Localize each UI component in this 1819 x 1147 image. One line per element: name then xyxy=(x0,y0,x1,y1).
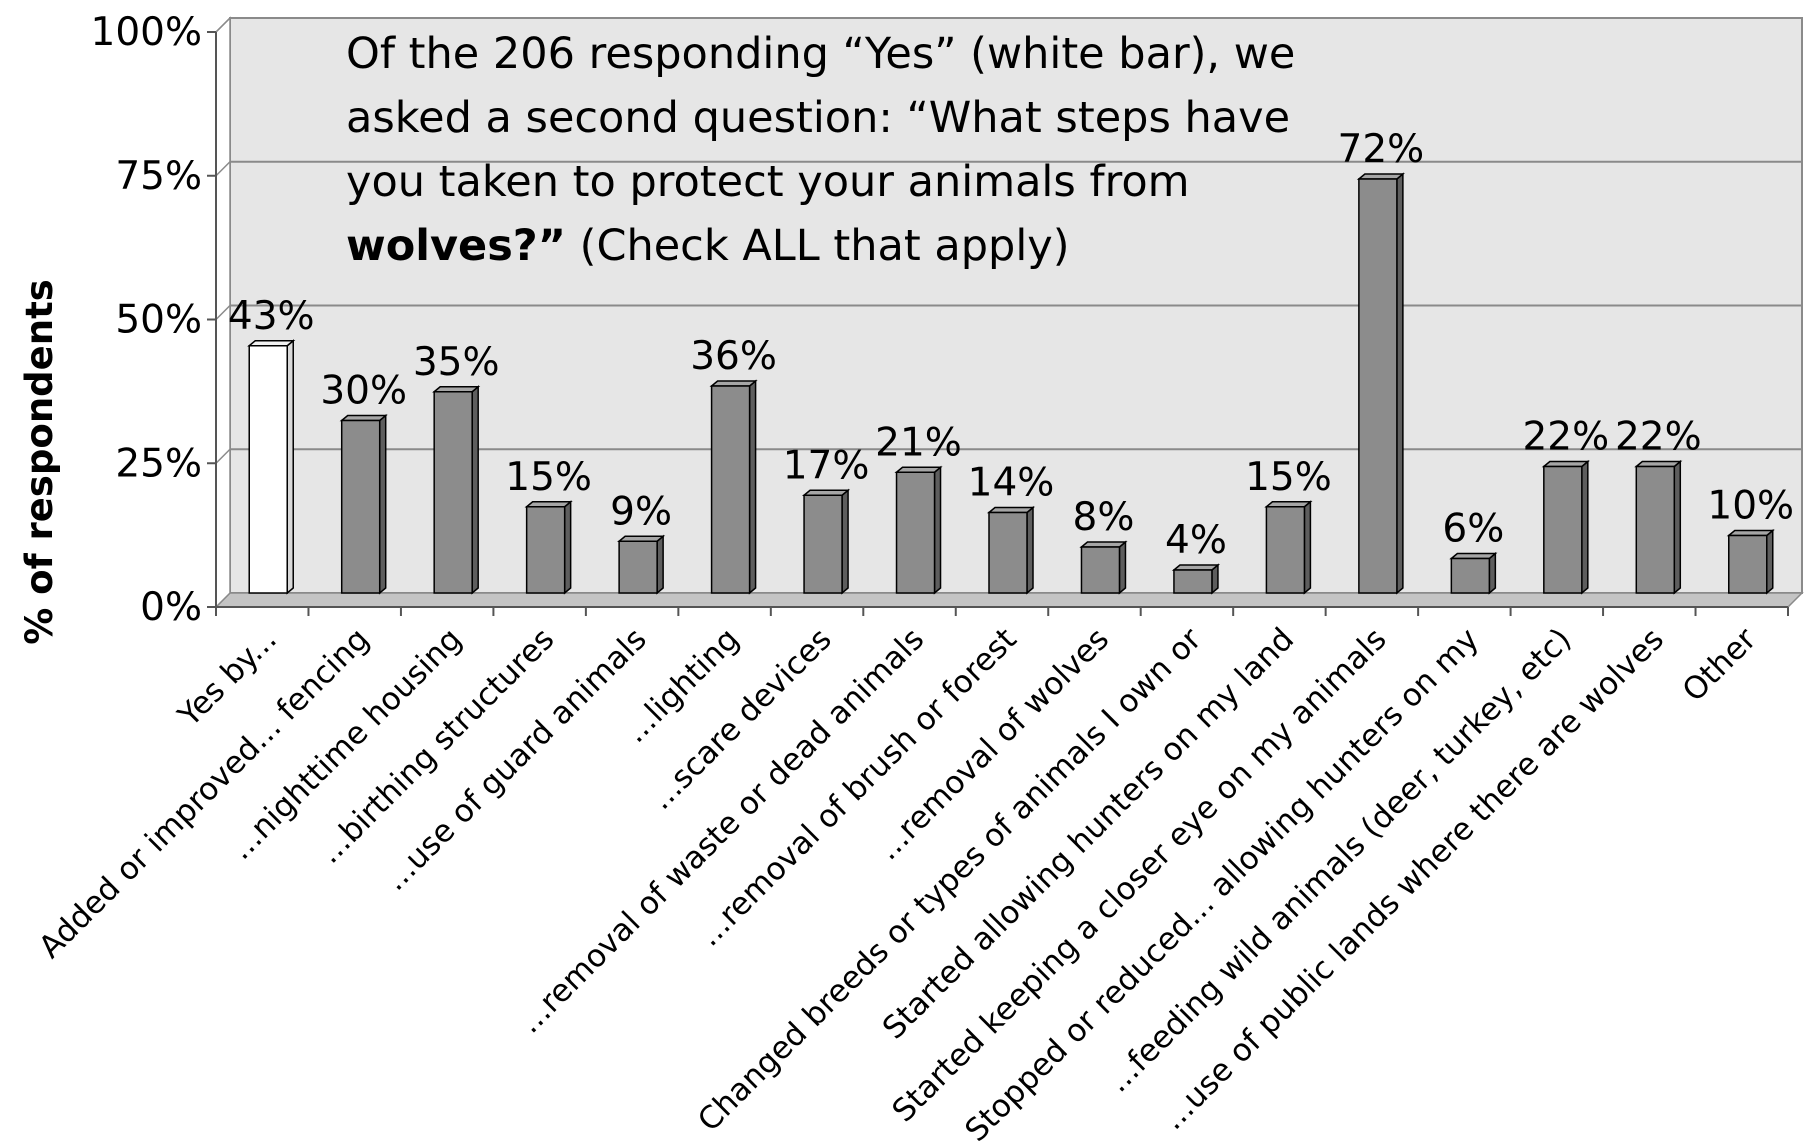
data-label: 72% xyxy=(1338,127,1425,172)
bar-front xyxy=(1450,557,1491,594)
annotation-segment: (Check ALL that apply) xyxy=(566,221,1070,271)
bar-front xyxy=(803,494,843,594)
bar-front xyxy=(1265,506,1306,594)
bar xyxy=(339,413,388,595)
bar-front xyxy=(433,391,473,594)
bar-side xyxy=(563,500,572,595)
annotation-segment: you taken to protect your animals from xyxy=(346,157,1190,207)
bar-side xyxy=(1118,540,1127,595)
data-label: 9% xyxy=(610,489,672,534)
bar-side xyxy=(748,379,757,595)
y-tick-label: 50% xyxy=(115,298,202,343)
bar xyxy=(986,505,1036,595)
bar-front xyxy=(1543,465,1583,594)
bar xyxy=(1726,528,1775,595)
bar-side xyxy=(378,413,387,595)
gridline-side xyxy=(215,304,231,321)
bar xyxy=(709,379,758,595)
bar xyxy=(1541,459,1590,595)
bar xyxy=(617,534,666,595)
bar-side xyxy=(471,385,479,595)
bar-side xyxy=(1673,459,1682,595)
bar-front xyxy=(1728,534,1768,594)
bar xyxy=(524,500,573,595)
bar-side xyxy=(1488,551,1497,595)
bar xyxy=(1171,563,1221,595)
data-label: 15% xyxy=(1245,455,1332,500)
bar-front xyxy=(340,419,381,594)
bar xyxy=(1449,551,1498,595)
data-label: 36% xyxy=(690,334,777,379)
bar-front xyxy=(988,511,1028,594)
bar xyxy=(1356,172,1405,595)
bar xyxy=(247,339,296,595)
data-label: 6% xyxy=(1442,507,1504,552)
y-axis-title: % of respondents xyxy=(18,279,61,645)
data-label: 4% xyxy=(1165,518,1227,563)
bar-side xyxy=(1766,528,1774,595)
bar-side xyxy=(1581,459,1589,595)
bar xyxy=(1634,459,1683,595)
bar-side xyxy=(656,534,664,595)
data-label: 17% xyxy=(783,443,870,488)
y-tick-label: 75% xyxy=(115,154,202,199)
y-tick-label: 0% xyxy=(140,585,202,630)
bar-side xyxy=(286,339,294,595)
bar xyxy=(894,465,943,595)
data-label: 43% xyxy=(228,294,315,339)
gridline-side xyxy=(215,448,231,464)
data-label: 15% xyxy=(505,455,592,500)
y-tick-label: 25% xyxy=(115,441,202,486)
data-label: 21% xyxy=(875,420,962,465)
bar-side xyxy=(1396,172,1404,595)
data-label: 22% xyxy=(1615,415,1702,460)
bar-side xyxy=(841,488,849,595)
bar-front xyxy=(248,345,288,594)
bar-front xyxy=(1635,465,1676,594)
gridline-side xyxy=(215,17,231,33)
y-tick-label: 100% xyxy=(91,10,203,55)
bar-front xyxy=(710,385,751,594)
annotation-segment: asked a second question: “What steps hav… xyxy=(346,93,1290,143)
gridline-side xyxy=(215,161,231,177)
annotation-bold-segment: wolves?” xyxy=(346,221,566,271)
data-label: 30% xyxy=(320,369,407,414)
bar-front xyxy=(895,471,936,594)
bar-front xyxy=(618,540,658,594)
data-label: 10% xyxy=(1707,484,1794,529)
bar xyxy=(432,385,481,595)
bar-front xyxy=(1358,178,1398,594)
category-label: Other xyxy=(1676,621,1764,709)
data-label: 22% xyxy=(1522,415,1609,460)
bar xyxy=(1079,540,1128,595)
bar-front xyxy=(1173,569,1213,594)
bar xyxy=(1264,500,1313,595)
annotation-text: Of the 206 responding “Yes” (white bar),… xyxy=(346,29,1295,271)
bar-side xyxy=(933,465,942,595)
bar-side xyxy=(1026,505,1034,595)
bar xyxy=(801,488,851,595)
data-label: 8% xyxy=(1073,495,1135,540)
bar-front xyxy=(1080,546,1121,594)
category-label: Added or improved... fencing xyxy=(32,621,376,965)
bar-front xyxy=(525,506,566,594)
data-label: 35% xyxy=(413,340,500,385)
annotation-segment: Of the 206 responding “Yes” (white bar),… xyxy=(346,29,1295,79)
data-label: 14% xyxy=(968,461,1055,506)
bar-side xyxy=(1303,500,1312,595)
plot-floor xyxy=(214,592,1804,608)
